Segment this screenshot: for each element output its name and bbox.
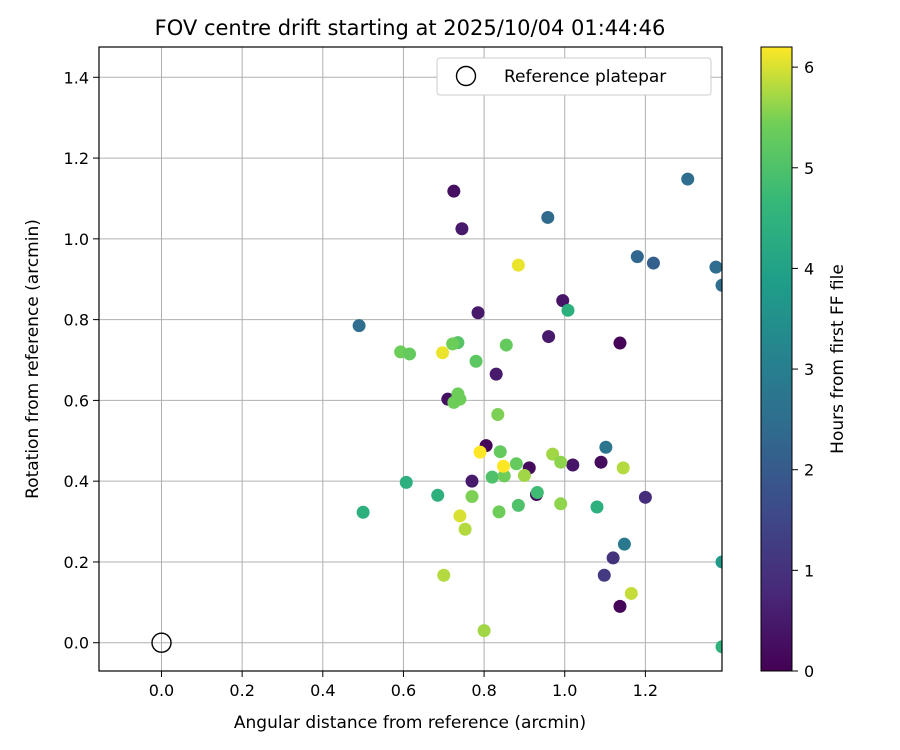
x-axis-label: Angular distance from reference (arcmin) — [234, 713, 586, 733]
data-point — [715, 278, 722, 292]
data-point — [613, 336, 627, 350]
colorbar-tick-label: 3 — [804, 360, 814, 379]
chart-title: FOV centre drift starting at 2025/10/04 … — [155, 16, 666, 40]
data-point — [715, 555, 722, 569]
data-point — [499, 338, 513, 352]
data-point — [496, 459, 510, 473]
data-point — [356, 505, 370, 519]
y-axis-ticks: 0.0 0.2 0.4 0.6 0.8 1.0 1.2 1.4 — [64, 68, 99, 653]
data-point — [517, 469, 531, 483]
data-point — [556, 294, 570, 308]
colorbar-tick-label: 4 — [804, 259, 814, 278]
plot-frame — [98, 46, 723, 672]
x-tick-label: 0.8 — [471, 681, 496, 700]
colorbar-ticks: 0 1 2 3 4 5 6 — [792, 58, 814, 681]
data-point — [530, 485, 544, 499]
data-point — [485, 470, 499, 484]
data-point — [566, 458, 580, 472]
data-point — [599, 440, 613, 454]
data-point — [617, 537, 631, 551]
data-point — [465, 474, 479, 488]
colorbar — [760, 46, 793, 672]
data-point — [431, 488, 445, 502]
data-point — [437, 568, 451, 582]
y-tick-label: 0.4 — [64, 472, 89, 491]
reference-marker-group — [151, 632, 172, 653]
data-point — [715, 640, 722, 654]
data-point — [709, 260, 722, 274]
data-point — [455, 222, 469, 236]
data-point — [493, 445, 507, 459]
data-point — [630, 250, 644, 264]
data-point — [511, 498, 525, 512]
data-points — [352, 172, 722, 654]
data-point — [554, 455, 568, 469]
y-tick-label: 1.0 — [64, 230, 89, 249]
data-point — [613, 599, 627, 613]
y-tick-label: 0.2 — [64, 553, 89, 572]
data-point — [497, 469, 511, 483]
data-point — [477, 624, 491, 638]
y-tick-label: 0.8 — [64, 311, 89, 330]
x-tick-label: 0.4 — [310, 681, 335, 700]
legend-box — [436, 57, 712, 96]
data-point — [594, 455, 608, 469]
colorbar-label: Hours from first FF file — [828, 264, 848, 454]
data-point — [471, 306, 485, 320]
data-point — [465, 490, 479, 504]
data-point — [453, 509, 467, 523]
y-axis-label: Rotation from reference (arcmin) — [23, 219, 43, 499]
data-point — [402, 347, 416, 361]
y-tick-label: 0.6 — [64, 391, 89, 410]
legend-label: Reference platepar — [504, 67, 666, 87]
data-point — [491, 408, 505, 422]
data-point — [638, 490, 652, 504]
data-point — [399, 475, 413, 489]
x-tick-label: 1.2 — [633, 681, 658, 700]
y-tick-label: 1.4 — [64, 68, 89, 87]
y-tick-label: 0.0 — [64, 634, 89, 653]
colorbar-tick-label: 6 — [804, 58, 814, 77]
data-point — [492, 505, 506, 519]
x-tick-label: 0.2 — [229, 681, 254, 700]
y-tick-label: 1.2 — [64, 149, 89, 168]
data-point — [554, 497, 568, 511]
data-point — [541, 210, 555, 224]
colorbar-tick-label: 1 — [804, 561, 814, 580]
colorbar-tick-label: 2 — [804, 461, 814, 480]
data-point — [542, 330, 556, 344]
data-point — [489, 367, 503, 381]
x-tick-label: 0.6 — [391, 681, 416, 700]
data-point — [624, 586, 638, 600]
data-point — [473, 445, 487, 459]
data-point — [446, 337, 460, 351]
x-axis-ticks: 0.0 0.2 0.4 0.6 0.8 1.0 1.2 — [149, 671, 658, 700]
colorbar-tick-label: 5 — [804, 159, 814, 178]
data-point — [616, 461, 630, 475]
data-point — [458, 522, 472, 536]
data-point — [561, 303, 575, 317]
data-point — [469, 354, 483, 368]
data-point — [681, 172, 695, 186]
reference-platepar-marker — [151, 632, 172, 653]
data-point — [436, 346, 450, 360]
legend-marker — [455, 65, 477, 87]
data-point — [646, 256, 660, 270]
legend: Reference platepar — [436, 57, 712, 96]
x-tick-label: 0.0 — [149, 681, 174, 700]
data-point — [447, 184, 461, 198]
data-point — [352, 319, 366, 333]
data-point — [590, 500, 604, 514]
data-point — [606, 551, 620, 565]
data-point — [597, 568, 611, 582]
data-point — [447, 395, 461, 409]
data-point — [509, 457, 523, 471]
x-tick-label: 1.0 — [552, 681, 577, 700]
data-point — [546, 447, 560, 461]
colorbar-tick-label: 0 — [804, 662, 814, 681]
data-point — [511, 258, 525, 272]
